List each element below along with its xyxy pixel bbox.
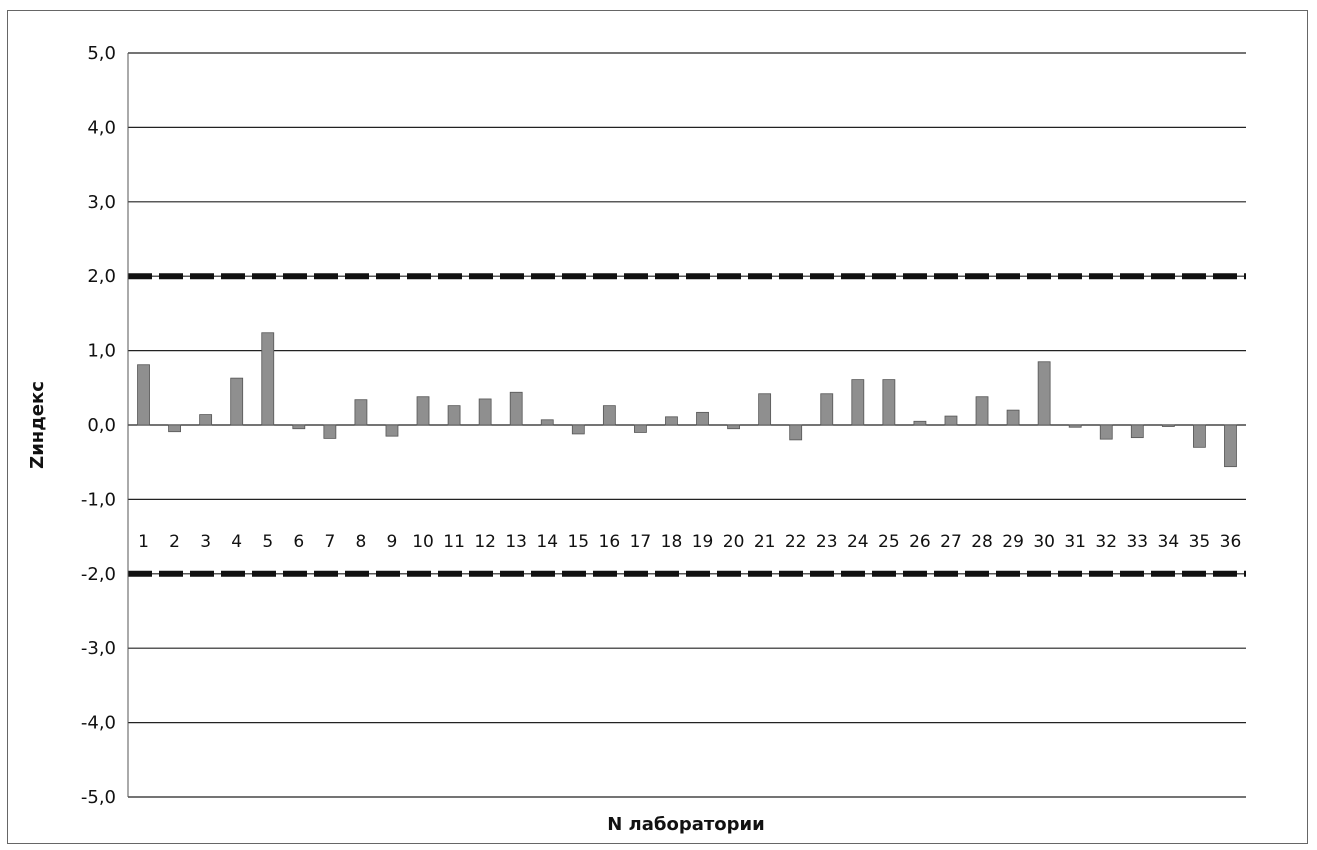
bar: [323, 424, 337, 439]
category-label: 33: [1126, 532, 1148, 552]
bar: [975, 396, 989, 426]
category-label: 22: [785, 532, 807, 552]
category-label: 20: [723, 532, 745, 552]
x-axis-title: N лаборатории: [607, 814, 765, 835]
category-label: 23: [816, 532, 838, 552]
category-label: 19: [692, 532, 714, 552]
category-label: 14: [536, 532, 558, 552]
bar: [1193, 424, 1206, 448]
bar: [137, 364, 150, 426]
category-label: 5: [262, 532, 273, 552]
category-label: 8: [356, 532, 367, 552]
bar: [385, 424, 399, 437]
category-label: 31: [1064, 532, 1086, 552]
bar: [944, 415, 958, 426]
category-label: 13: [505, 532, 527, 552]
category-label: 35: [1189, 532, 1211, 552]
chart-frame: [7, 10, 1308, 844]
bar: [478, 398, 492, 426]
category-label: 7: [324, 532, 335, 552]
y-axis-title: Zиндекс: [27, 381, 48, 469]
y-tick-label: 0,0: [87, 415, 116, 436]
bar: [665, 416, 678, 426]
category-label: 28: [971, 532, 993, 552]
y-tick-label: 3,0: [87, 192, 116, 213]
reference-lines: [128, 273, 1246, 577]
bar: [1006, 409, 1020, 426]
y-tick-label: 4,0: [87, 117, 116, 138]
category-label: 24: [847, 532, 869, 552]
bar: [292, 424, 306, 430]
y-tick-label: -3,0: [81, 638, 116, 659]
category-label: 10: [412, 532, 434, 552]
y-tick-label: -5,0: [81, 787, 116, 808]
bar: [199, 414, 213, 426]
category-label: 30: [1033, 532, 1055, 552]
category-label: 29: [1002, 532, 1024, 552]
category-label: 6: [293, 532, 304, 552]
y-tick-label: 5,0: [87, 43, 116, 64]
bars: [137, 332, 1237, 468]
bar: [354, 399, 368, 426]
bar: [416, 396, 430, 426]
category-label: 21: [754, 532, 776, 552]
bar: [540, 419, 554, 426]
y-tick-label: -4,0: [81, 713, 116, 734]
bar: [1161, 424, 1175, 427]
bar: [571, 424, 585, 435]
category-label: 12: [474, 532, 496, 552]
category-label: 25: [878, 532, 900, 552]
bar: [261, 332, 275, 426]
category-labels: 1 2 3 4 5 6 7 8 9 10 11 12 13 14 15 16 17 18 19 20 21 22 23 24 2…: [138, 532, 1241, 552]
bar: [1037, 361, 1051, 426]
bar: [696, 411, 709, 426]
category-label: 27: [940, 532, 962, 552]
bar: [758, 393, 772, 426]
category-label: 2: [169, 532, 180, 552]
y-tick-label: 1,0: [87, 341, 116, 362]
category-label: 17: [630, 532, 652, 552]
bar: [1099, 424, 1113, 440]
category-label: 11: [443, 532, 465, 552]
category-label: 34: [1158, 532, 1180, 552]
bar: [727, 424, 740, 430]
category-label: 4: [231, 532, 242, 552]
category-label: 32: [1095, 532, 1117, 552]
bar: [1224, 424, 1237, 468]
bar: [634, 424, 647, 433]
category-label: 18: [661, 532, 683, 552]
y-tick-label: -1,0: [81, 489, 116, 510]
bar: [882, 379, 896, 426]
category-label: 9: [387, 532, 398, 552]
category-label: 16: [599, 532, 621, 552]
category-label: 36: [1220, 532, 1242, 552]
bar: [820, 393, 834, 426]
category-label: 1: [138, 532, 149, 552]
y-tick-label: -2,0: [81, 564, 116, 585]
bar: [602, 405, 616, 426]
bar: [913, 420, 927, 426]
bar: [789, 424, 803, 441]
bar: [1068, 424, 1082, 428]
y-tick-labels: 5,0 4,0 3,0 2,0 1,0 0,0 -1,0 -2,0 -3,0 -4,0 -5,0: [81, 43, 116, 808]
y-tick-label: 2,0: [87, 266, 116, 287]
category-label: 15: [567, 532, 589, 552]
category-label: 26: [909, 532, 931, 552]
bar: [509, 391, 523, 426]
bar: [1130, 424, 1144, 439]
category-label: 3: [200, 532, 211, 552]
bar: [447, 405, 461, 426]
grid-lines: [128, 52, 1246, 798]
bar: [168, 424, 181, 433]
bar: [230, 377, 244, 426]
bar: [851, 379, 865, 426]
